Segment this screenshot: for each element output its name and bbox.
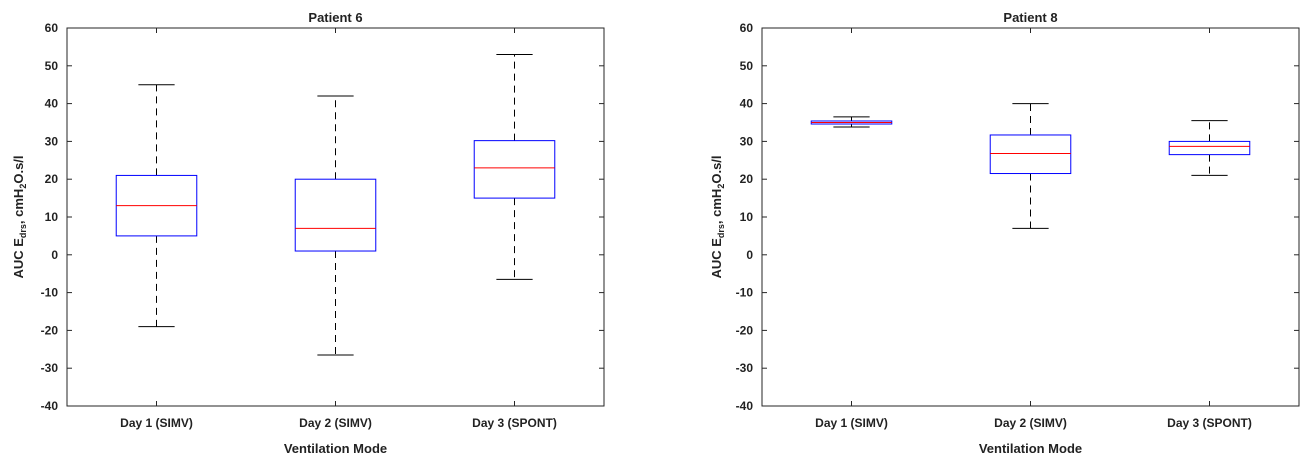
y-axis-label: AUC Edrs, cmH2O.s/l [11, 155, 28, 278]
x-tick-label: Day 3 (SPONT) [1167, 416, 1252, 430]
y-tick-label: 0 [746, 248, 753, 262]
y-tick-label: 0 [51, 248, 58, 262]
box-3 [1168, 120, 1251, 176]
y-tick-label: 30 [45, 134, 59, 148]
y-tick-label: 20 [45, 172, 59, 186]
box-iqr [1168, 140, 1251, 156]
y-tick-label: -20 [41, 323, 59, 337]
box-3 [473, 53, 556, 280]
y-tick-label: 60 [45, 21, 59, 35]
x-axis-label: Ventilation Mode [284, 441, 387, 456]
box-1 [810, 116, 893, 128]
chart-title: Patient 6 [308, 10, 362, 25]
y-tick-label: -30 [41, 361, 59, 375]
box-iqr [294, 178, 377, 252]
y-tick-label: 30 [740, 134, 754, 148]
x-tick-label: Day 3 (SPONT) [472, 416, 557, 430]
box-iqr [989, 134, 1072, 175]
box-2 [294, 95, 377, 356]
y-axis-label: AUC Edrs, cmH2O.s/l [709, 155, 726, 278]
y-tick-label: -40 [41, 399, 59, 413]
chart-panel-2: Patient 8 -40 -30 -20 -10 0 10 20 30 40 50 60 Day 1 … [709, 10, 1300, 456]
y-tick-label: 10 [45, 210, 59, 224]
y-tick-label: -10 [41, 286, 59, 300]
y-tick-label: 50 [45, 59, 59, 73]
y-tick-label: 10 [740, 210, 754, 224]
y-tick-label: 60 [740, 21, 754, 35]
y-tick-label: 20 [740, 172, 754, 186]
x-axis-label: Ventilation Mode [979, 441, 1082, 456]
y-tick-label: 40 [45, 97, 59, 111]
x-tick-label: Day 1 (SIMV) [120, 416, 193, 430]
chart-panel-1: Patient 6 -40 -30 -20 -10 0 10 20 30 40 50 60 Day 1 … [11, 10, 605, 456]
y-tick-label: -40 [736, 399, 754, 413]
x-tick-label: Day 2 (SIMV) [994, 416, 1067, 430]
y-tick-label: -10 [736, 286, 754, 300]
plot-area-frame [761, 27, 1300, 407]
y-tick-label: -20 [736, 323, 754, 337]
x-tick-label: Day 2 (SIMV) [299, 416, 372, 430]
box-2 [989, 103, 1072, 229]
chart-title: Patient 8 [1003, 10, 1057, 25]
y-tick-label: -30 [736, 361, 754, 375]
y-tick-label: 40 [740, 97, 754, 111]
box-1 [115, 84, 198, 328]
box-iqr [473, 140, 556, 199]
x-tick-label: Day 1 (SIMV) [815, 416, 888, 430]
y-tick-label: 50 [740, 59, 754, 73]
